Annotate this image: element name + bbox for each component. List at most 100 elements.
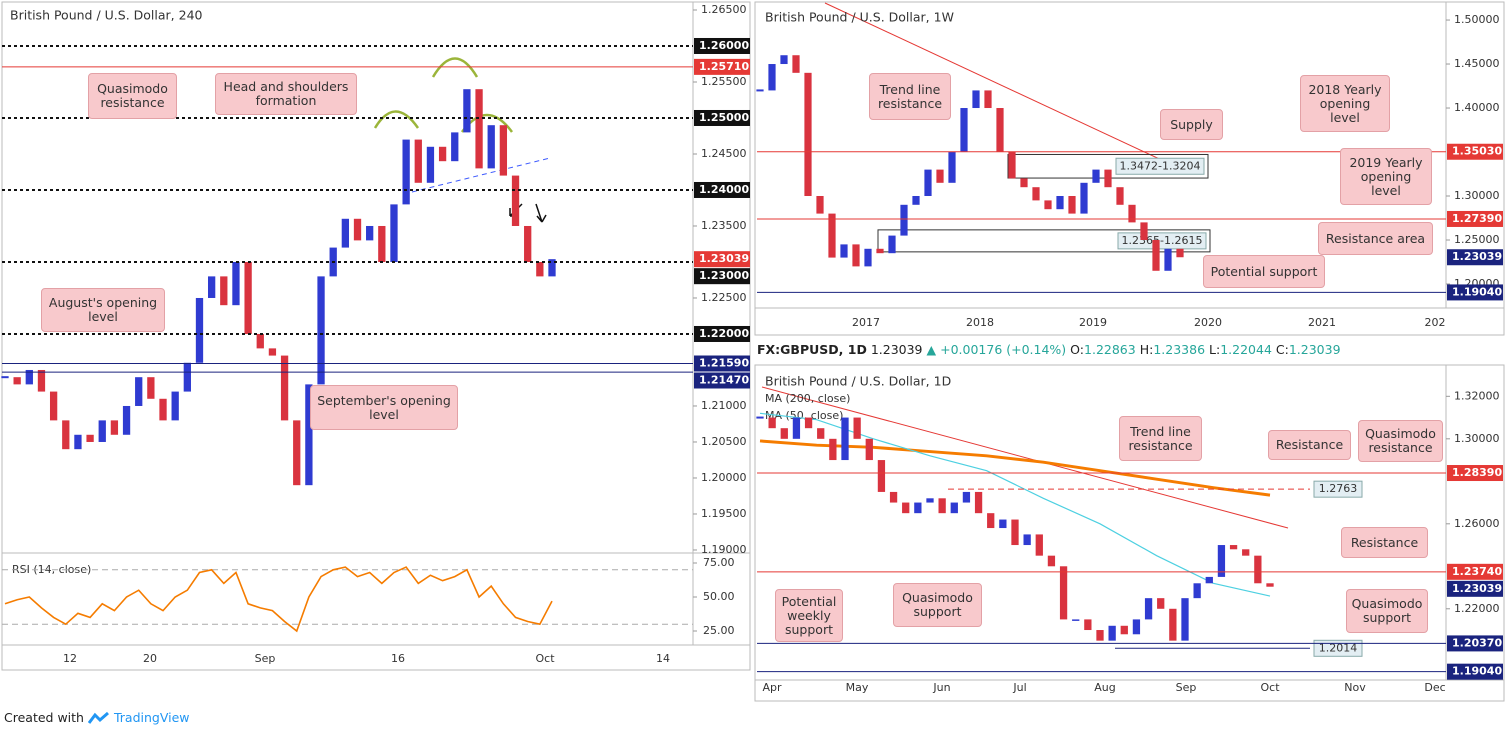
- level-box: [694, 325, 750, 342]
- level-label: 1.19040: [1452, 285, 1502, 298]
- level-label: 1.23039: [1452, 582, 1502, 595]
- candle: [1242, 549, 1250, 556]
- candle: [960, 108, 968, 153]
- close-label: C:: [1275, 342, 1289, 357]
- level-box: [694, 181, 750, 198]
- level-box: [694, 109, 750, 126]
- callout: Trend line resistance: [869, 73, 951, 120]
- callout: Potential support: [1203, 255, 1325, 288]
- y-tick-label: 1.25000: [1454, 233, 1500, 246]
- candle: [1072, 619, 1080, 621]
- candle: [341, 218, 350, 248]
- candle: [110, 420, 119, 435]
- level-label: 1.23000: [699, 269, 749, 282]
- candle: [159, 398, 167, 421]
- candle: [536, 261, 544, 277]
- x-tick-label: 2019: [1079, 316, 1107, 329]
- candle: [1092, 169, 1100, 183]
- candle: [1068, 195, 1076, 214]
- candle: [49, 391, 58, 421]
- level-label: 1.26000: [699, 39, 749, 52]
- change-arrow: ▲: [926, 342, 937, 357]
- candle: [1140, 222, 1148, 240]
- candle: [792, 417, 801, 439]
- candle: [402, 139, 410, 205]
- level-box: [1447, 249, 1503, 266]
- callout: Quasimodo resistance: [88, 73, 177, 119]
- x-tick-label: 12: [63, 652, 77, 665]
- candle: [25, 369, 33, 385]
- level-box: [694, 37, 750, 54]
- trend-line: [824, 2, 1184, 171]
- level-box: [1447, 580, 1503, 597]
- callout: Head and shoulders formation: [215, 73, 357, 115]
- change: +0.00176 (+0.14%): [940, 342, 1067, 357]
- y-tick-label: 1.32000: [1454, 389, 1500, 402]
- candle: [244, 261, 252, 334]
- candle: [1116, 187, 1124, 205]
- y-tick-label: 1.25500: [701, 75, 747, 88]
- level-label: 1.21470: [699, 374, 749, 387]
- level-label: 1.28390: [1452, 466, 1502, 479]
- candle: [487, 125, 495, 169]
- candle: [1104, 169, 1112, 188]
- footer-brand[interactable]: TradingView: [113, 710, 190, 725]
- chart-title: British Pound / U.S. Dollar, 240: [10, 8, 203, 23]
- y-tick-label: 1.26000: [1454, 517, 1500, 530]
- head-arc: [431, 57, 479, 78]
- candle: [817, 428, 825, 439]
- marked-level-box: [1313, 480, 1363, 498]
- level-label: 1.35030: [1452, 145, 1502, 158]
- level-box: [1447, 210, 1503, 227]
- candle: [98, 420, 106, 442]
- level-box: [694, 268, 750, 285]
- candle: [1229, 545, 1238, 550]
- candle: [524, 225, 532, 262]
- candle: [829, 438, 837, 461]
- candle: [936, 169, 944, 183]
- level-box: [1447, 284, 1503, 301]
- shoulder-arc: [373, 110, 420, 129]
- level-box: [1447, 143, 1503, 160]
- level-label: 1.21590: [699, 357, 749, 370]
- candle: [171, 391, 179, 421]
- x-tick-label: Jun: [932, 681, 950, 694]
- candle: [950, 502, 958, 514]
- close: 1.23039: [1288, 342, 1341, 357]
- level-label: 1.23039: [699, 252, 749, 265]
- candle: [414, 139, 422, 183]
- candle: [804, 72, 812, 196]
- zone-label-box: [1115, 157, 1205, 175]
- last-price: 1.23039: [870, 342, 923, 357]
- level-label: 1.20370: [1452, 636, 1502, 649]
- x-tick-label: 16: [391, 652, 405, 665]
- candle: [1128, 204, 1136, 223]
- candle: [1157, 598, 1165, 609]
- candle: [1152, 239, 1160, 271]
- level-box: [694, 372, 750, 389]
- candle: [74, 434, 82, 450]
- y-tick-label: 1.21000: [701, 399, 747, 412]
- candle: [511, 175, 520, 226]
- candle: [1254, 555, 1262, 584]
- candle: [305, 384, 313, 486]
- level-box: [694, 355, 750, 372]
- x-tick-label: 2017: [852, 316, 880, 329]
- x-tick-label: Sep: [1176, 681, 1197, 694]
- candle: [804, 417, 813, 429]
- candle: [1032, 187, 1040, 201]
- zone-label-box: [1117, 232, 1207, 250]
- level-label: 1.19040: [1452, 665, 1502, 678]
- x-tick-label: 20: [143, 652, 157, 665]
- zone: [877, 229, 1211, 253]
- marked-level-label: 1.2763: [1319, 482, 1358, 495]
- candle: [912, 195, 920, 205]
- y-tick-label: 25.00: [703, 624, 735, 637]
- candle: [256, 333, 264, 349]
- high-label: H:: [1139, 342, 1154, 357]
- indicator-line: [4, 566, 553, 633]
- callout: Supply: [1160, 109, 1223, 140]
- candle: [984, 90, 992, 109]
- candle: [378, 225, 386, 262]
